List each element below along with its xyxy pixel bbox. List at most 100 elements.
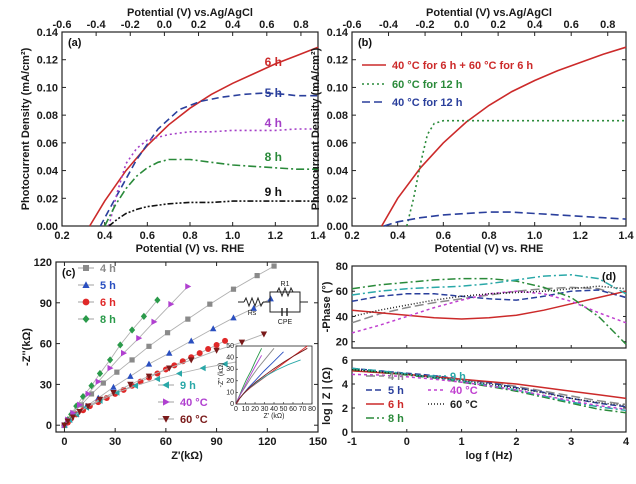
panel-b: 0.2 0.4 0.6 0.8 1.0 1.2 1.40.000.020.040.060.0…: [310, 7, 635, 255]
y-tick-label: 0.14: [37, 27, 59, 39]
y-tick-label: 120: [34, 257, 52, 269]
data-point: [166, 365, 173, 372]
data-point: [175, 370, 182, 377]
parallel-box: [269, 291, 301, 313]
inset-series-line: [235, 347, 308, 405]
data-point: [73, 402, 80, 410]
phase-series-line: [351, 290, 627, 320]
y-axis-label: -Z''(kΩ): [21, 328, 33, 366]
data-point: [85, 390, 92, 398]
inset-x-tick-label: 40: [270, 406, 278, 413]
x-tick-label: 120: [258, 436, 276, 448]
impedance-series-line: [351, 367, 627, 412]
series-line: [99, 92, 318, 227]
series-line: [406, 119, 626, 227]
inset-frame: [235, 345, 313, 405]
y-tick-label: 0.12: [327, 55, 348, 67]
y-tick-label: 0.06: [327, 138, 348, 150]
top-tick-label: 0.6: [564, 19, 579, 31]
x-tick-label: 90: [210, 436, 222, 448]
data-point: [113, 389, 120, 396]
y-tick-label: 0: [46, 420, 52, 432]
data-point: [128, 326, 136, 334]
y-tick-label: 0.02: [37, 193, 58, 205]
top-tick-label: 0.0: [157, 19, 172, 31]
x-tick-label: 0.6: [140, 230, 155, 242]
phase-series-line: [351, 289, 627, 303]
data-point: [121, 349, 128, 357]
x-tick-label: 0.2: [54, 230, 69, 242]
top-tick-label: -0.2: [416, 19, 435, 31]
panel-label: (c): [62, 267, 76, 279]
data-point: [83, 265, 89, 271]
x-tick-label: 30: [109, 436, 121, 448]
series-line: [89, 46, 319, 227]
panel-label: (a): [68, 37, 82, 49]
data-point: [166, 349, 173, 356]
x-tick-label: 1: [459, 436, 465, 448]
data-point: [230, 286, 237, 292]
legend-entry: 60 °C: [180, 414, 208, 426]
data-point: [250, 304, 257, 311]
inset-x-label: Z' (kΩ): [264, 413, 285, 420]
equivalent-circuit: Rs R1 CPE: [238, 281, 308, 326]
data-point: [162, 381, 169, 389]
impedance-series-line: [351, 368, 627, 414]
top-tick-label: -0.4: [379, 19, 399, 31]
data-point: [154, 375, 161, 383]
data-point: [76, 409, 83, 415]
x-tick-label: 0.2: [344, 230, 359, 242]
x-tick-label: 3: [568, 436, 574, 448]
inset-x-tick-label: 80: [308, 406, 316, 413]
legend-entry: 6 h: [388, 399, 404, 411]
panel-c: 0 30 60 90 120 150 0 30 60 90 120 Z'(kΩ) -Z''(kΩ) (c)…: [21, 257, 327, 462]
y-tick-label: 0.00: [327, 221, 348, 233]
x-tick-label: 1.0: [527, 230, 542, 242]
top-tick-label: 0.8: [293, 19, 308, 31]
y-tick-label: 0.12: [37, 55, 58, 67]
circuit-label: Rs: [248, 310, 257, 317]
y-tick-label: 6: [342, 355, 348, 367]
data-point: [100, 380, 106, 386]
data-point: [82, 281, 90, 288]
y-axis-label: Photocurrent Density (mA/cm²): [20, 47, 32, 210]
data-point: [222, 337, 229, 344]
top-tick-label: 0.4: [527, 19, 543, 31]
legend-entry: 9 h: [450, 371, 466, 383]
phase-series-line: [351, 286, 627, 324]
data-point: [107, 364, 114, 372]
data-point: [64, 418, 72, 425]
inset-x-tick-label: 60: [289, 406, 297, 413]
data-point: [82, 315, 90, 323]
y-tick-label: 0.04: [37, 166, 59, 178]
data-point: [95, 378, 102, 385]
data-point: [69, 414, 77, 421]
x-axis-label: Potential (V) vs. RHE: [435, 243, 544, 255]
series-label: 4 h: [265, 116, 282, 130]
phase-y-axis-label: -Phase (°): [321, 281, 333, 332]
series-label: 9 h: [265, 185, 282, 199]
data-point: [164, 330, 171, 336]
legend-entry: 40 °C for 12 h: [392, 97, 463, 109]
data-point: [136, 334, 143, 342]
data-point: [162, 416, 170, 423]
legend-entry: 8 h: [388, 413, 404, 425]
data-point: [238, 339, 246, 346]
x-tick-label: 0.6: [436, 230, 451, 242]
y-tick-label: 0.00: [37, 221, 58, 233]
top-axis-label: Potential (V) vs.Ag/AgCl: [127, 7, 253, 19]
x-tick-label: 1.4: [618, 230, 634, 242]
data-point: [77, 401, 84, 408]
data-point: [199, 364, 206, 372]
y-tick-label: 60: [40, 339, 52, 351]
top-tick-label: -0.6: [343, 19, 362, 31]
series-label: 6 h: [265, 55, 282, 69]
y-tick-label: 0.08: [327, 110, 348, 122]
data-point: [96, 369, 104, 378]
legend-entry: 6 h: [100, 297, 116, 309]
data-point: [205, 346, 212, 353]
x-tick-label: 0: [61, 436, 67, 448]
inset-x-tick-label: 50: [280, 406, 288, 413]
top-tick-label: 0.2: [490, 19, 505, 31]
